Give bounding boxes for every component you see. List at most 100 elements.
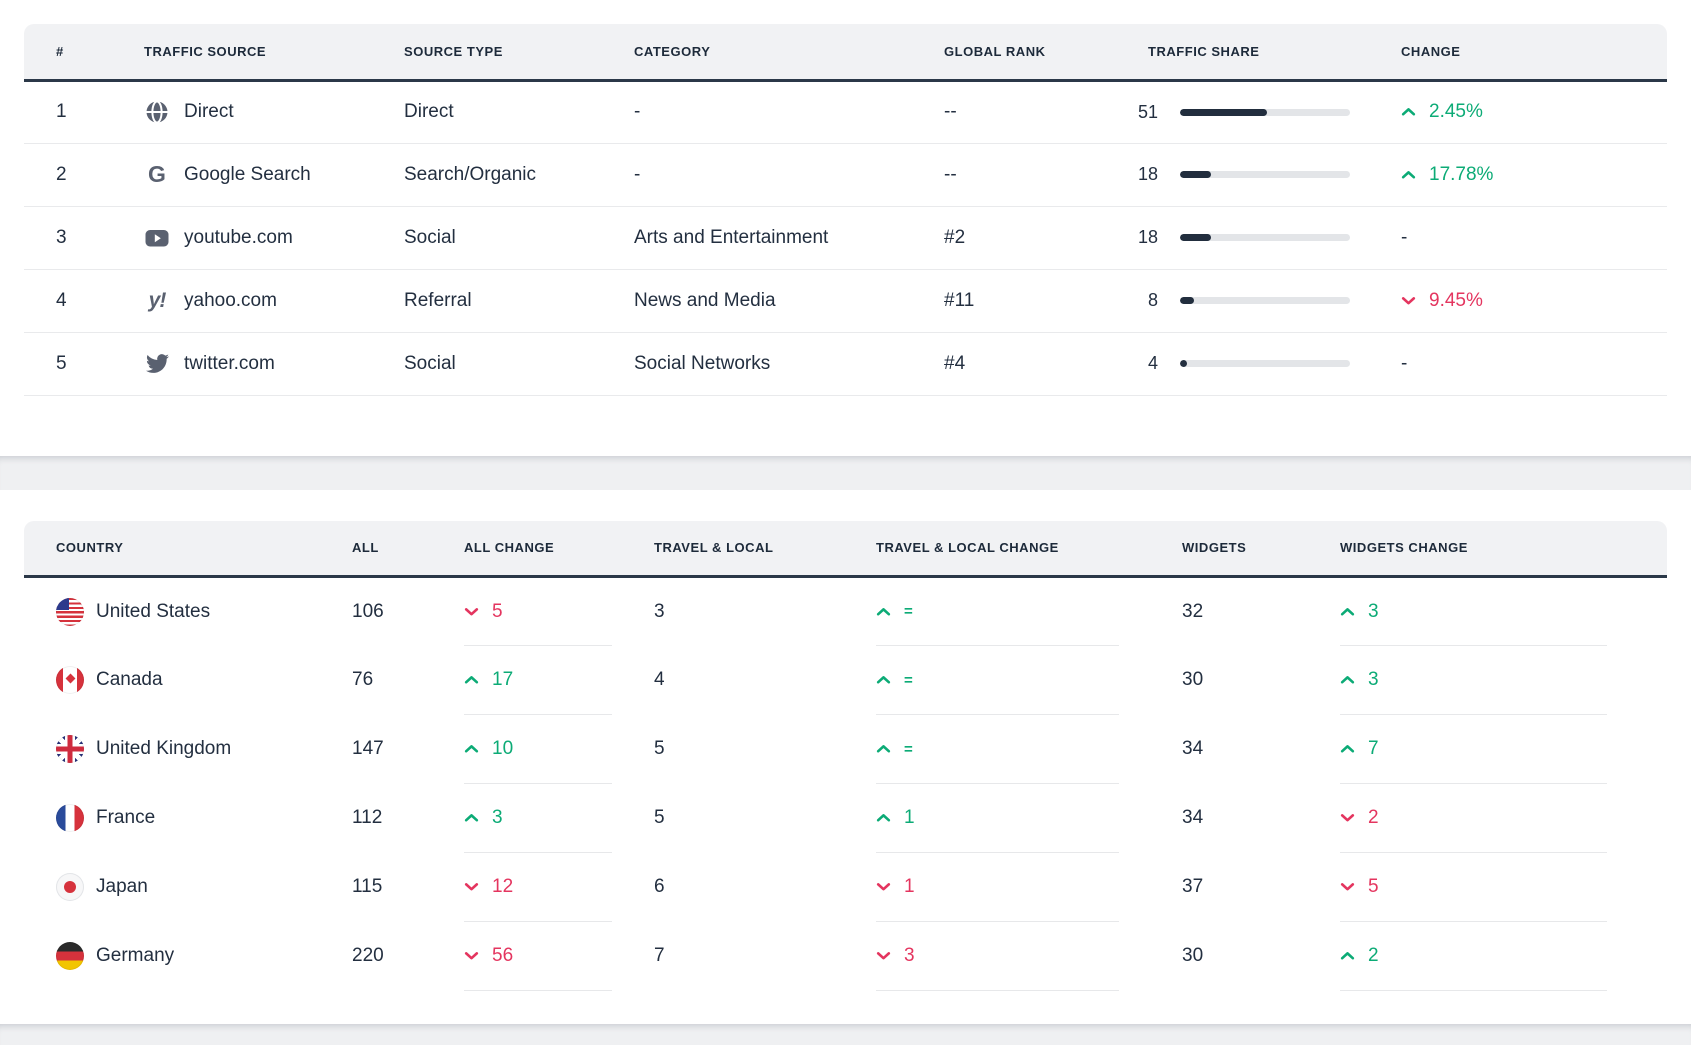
traffic-share-bar <box>1180 297 1350 304</box>
change-cell-value: - <box>1401 352 1408 374</box>
travel-local-cell: 5 <box>654 738 665 759</box>
widgets-change-cell-value: 5 <box>1368 876 1379 897</box>
travel-local-cell: 5 <box>654 807 665 828</box>
traffic-share-value: 51 <box>1137 101 1158 122</box>
all-change-cell: 10 <box>464 738 646 760</box>
travel-local-change-cell-value: 3 <box>904 945 915 966</box>
global-rank-cell: -- <box>919 143 1074 207</box>
all-cell: 106 <box>352 600 384 622</box>
category-cell: News and Media <box>609 269 919 333</box>
country-cell: United States <box>56 597 344 626</box>
column-header-all-change[interactable]: ALL CHANGE <box>456 520 646 578</box>
travel-local-change-cell-value: 1 <box>904 876 915 897</box>
country-cell: Canada <box>56 666 344 694</box>
country-row: Germany 220 56 7 3 30 2 <box>24 922 1667 991</box>
chevron-down-icon <box>1340 876 1355 898</box>
chevron-up-icon <box>1401 164 1416 186</box>
change-cell-value: - <box>1401 226 1408 248</box>
change-cell: 9.45% <box>1401 290 1667 312</box>
column-header-category[interactable]: CATEGORY <box>609 24 919 82</box>
country-row: Japan 115 12 6 1 37 5 <box>24 853 1667 922</box>
traffic-source-row: 1 Direct Direct - -- 51 2.45% <box>24 80 1667 144</box>
column-header-country[interactable]: COUNTRY <box>24 520 344 578</box>
traffic-source-name: youtube.com <box>184 226 293 248</box>
travel-local-change-cell: = <box>876 601 1174 623</box>
traffic-share-bar <box>1180 360 1350 367</box>
widgets-change-cell: 3 <box>1340 669 1667 691</box>
country-name: Canada <box>96 669 163 690</box>
travel-local-cell: 6 <box>654 876 665 897</box>
column-header-rank[interactable]: # <box>24 24 119 82</box>
widgets-change-cell-value: 3 <box>1368 600 1379 622</box>
all-change-cell-value: 12 <box>492 876 514 897</box>
widgets-change-cell: 2 <box>1340 945 1667 967</box>
traffic-sources-table: # TRAFFIC SOURCE SOURCE TYPE CATEGORY GLOBAL… <box>24 24 1667 396</box>
country-name: United Kingdom <box>96 738 232 759</box>
country-cell: France <box>56 804 344 832</box>
traffic-source-row: 3 youtube.com Social Arts and Entertainment… <box>24 206 1667 270</box>
column-header-source-type[interactable]: SOURCE TYPE <box>379 24 609 82</box>
traffic-source-name: Direct <box>184 101 234 122</box>
column-header-travel-local-change[interactable]: TRAVEL & LOCAL CHANGE <box>868 520 1174 578</box>
countries-table-header-row: COUNTRY ALL ALL CHANGE TRAVEL & LOCAL TRAVEL… <box>24 520 1667 578</box>
widgets-cell: 30 <box>1182 945 1204 966</box>
traffic-source-name: Google Search <box>184 163 311 185</box>
global-rank-cell: #11 <box>919 269 1074 333</box>
traffic-source-cell: twitter.com <box>144 351 379 377</box>
widgets-change-cell: 5 <box>1340 876 1667 898</box>
change-cell-value: 9.45% <box>1429 289 1483 311</box>
chevron-down-icon <box>1340 807 1355 829</box>
all-change-cell-value: 10 <box>492 738 514 759</box>
traffic-share-cell: 8 <box>1082 290 1369 311</box>
column-header-travel-local[interactable]: TRAVEL & LOCAL <box>646 520 868 578</box>
column-header-change[interactable]: CHANGE <box>1369 24 1667 82</box>
chevron-up-icon <box>464 738 479 760</box>
traffic-source-row: 5 twitter.com Social Social Networks #4 4 - <box>24 332 1667 396</box>
row-index: 3 <box>24 206 119 270</box>
country-row: United Kingdom 147 10 5 = 34 7 <box>24 715 1667 784</box>
traffic-share-bar <box>1180 108 1350 116</box>
all-change-cell: 5 <box>464 601 646 623</box>
source-type-cell: Search/Organic <box>379 143 609 207</box>
widgets-change-cell-value: 2 <box>1368 807 1379 828</box>
column-header-traffic-source[interactable]: TRAFFIC SOURCE <box>119 24 379 82</box>
chevron-up-icon <box>1340 669 1355 691</box>
traffic-source-row: 4 y! yahoo.com Referral News and Media #11 8 9.… <box>24 269 1667 333</box>
column-header-widgets[interactable]: WIDGETS <box>1174 520 1332 578</box>
country-row: United States 106 5 3 = 32 3 <box>24 577 1667 646</box>
change-cell-value: 2.45% <box>1429 101 1483 122</box>
column-header-global-rank[interactable]: GLOBAL RANK <box>919 24 1074 82</box>
category-cell: Social Networks <box>609 332 919 396</box>
column-header-traffic-share[interactable]: TRAFFIC SHARE <box>1074 24 1369 82</box>
country-name: Japan <box>96 876 148 897</box>
change-cell: - <box>1401 353 1667 375</box>
country-name: France <box>96 807 156 828</box>
column-header-all[interactable]: ALL <box>344 520 456 578</box>
all-change-cell: 17 <box>464 669 646 691</box>
traffic-share-value: 8 <box>1147 290 1158 310</box>
yahoo-icon: y! <box>148 288 167 312</box>
widgets-change-cell: 7 <box>1340 738 1667 760</box>
google-icon: G <box>148 161 166 187</box>
all-change-cell: 12 <box>464 876 646 898</box>
traffic-share-cell: 18 <box>1082 227 1369 248</box>
de-flag-icon <box>56 942 84 970</box>
widgets-change-cell-value: 2 <box>1368 945 1379 966</box>
all-change-cell: 56 <box>464 945 646 967</box>
chevron-down-icon <box>1401 290 1416 312</box>
all-cell: 115 <box>352 876 383 897</box>
travel-local-cell: 3 <box>654 600 665 622</box>
country-row: Canada 76 17 4 = 30 3 <box>24 646 1667 715</box>
country-name: Germany <box>96 945 175 966</box>
chevron-up-icon <box>876 807 891 829</box>
widgets-cell: 34 <box>1182 807 1204 828</box>
twitter-icon <box>144 351 170 377</box>
chevron-up-icon <box>464 669 479 691</box>
traffic-sources-section: # TRAFFIC SOURCE SOURCE TYPE CATEGORY GLOBAL… <box>0 0 1691 456</box>
chevron-down-icon <box>464 945 479 967</box>
chevron-down-icon <box>876 876 891 898</box>
widgets-change-cell: 3 <box>1340 601 1667 623</box>
all-cell: 220 <box>352 945 384 966</box>
column-header-widgets-change[interactable]: WIDGETS CHANGE <box>1332 520 1667 578</box>
traffic-source-cell: G Google Search <box>144 161 379 188</box>
